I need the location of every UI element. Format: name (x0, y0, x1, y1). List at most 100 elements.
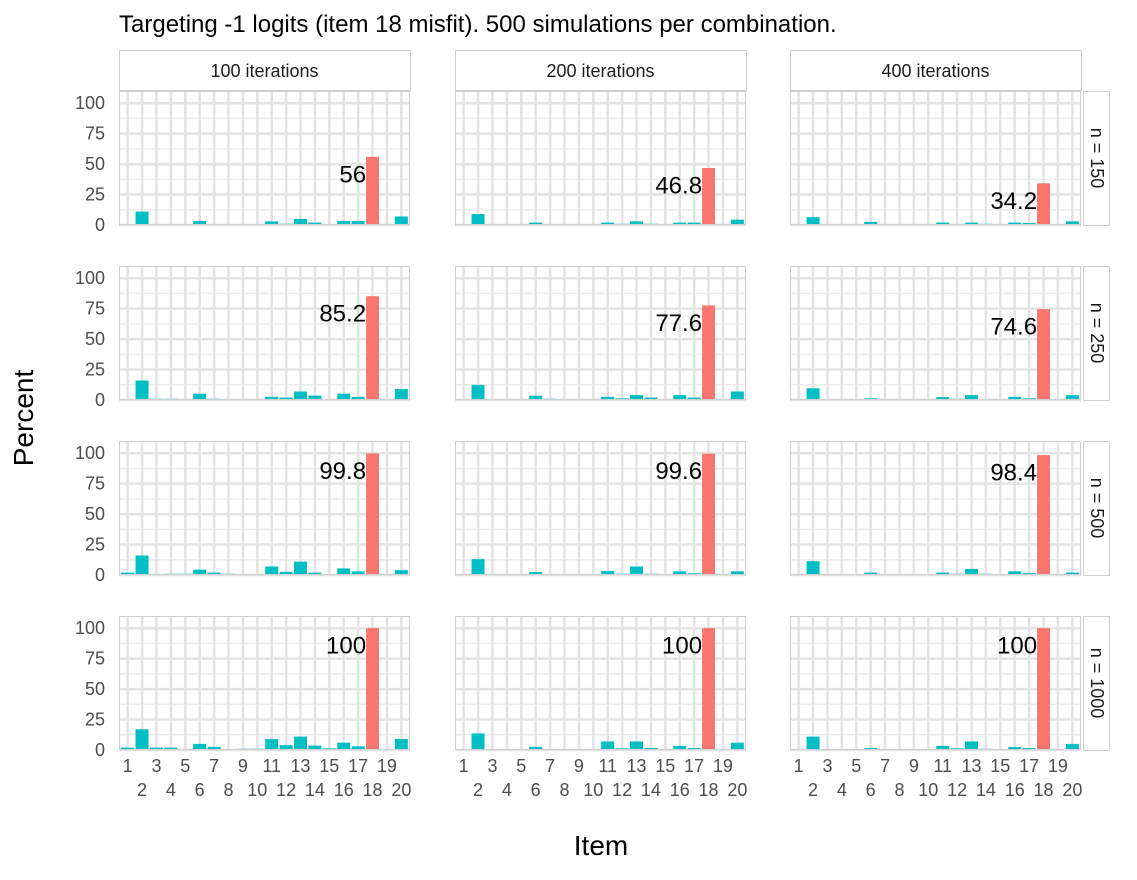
x-tick-label: 10 (583, 780, 603, 800)
bar-item-18 (1037, 309, 1050, 400)
x-tick-label: 7 (209, 756, 219, 776)
x-tick-label: 6 (195, 780, 205, 800)
bar-value-label: 100 (326, 633, 366, 660)
x-tick-label: 6 (866, 780, 876, 800)
x-tick-label: 12 (276, 780, 296, 800)
x-tick-label: 8 (223, 780, 233, 800)
x-tick-label: 10 (918, 780, 938, 800)
bar-item-18 (702, 305, 715, 400)
row-strip-label: n = 500 (1087, 478, 1107, 539)
panel-border (456, 92, 746, 225)
y-tick-label: 25 (85, 710, 105, 730)
x-tick-label: 11 (262, 756, 281, 776)
x-tick-label: 13 (961, 756, 981, 776)
y-axis-label: Percent (8, 370, 39, 467)
x-tick-label: 11 (933, 756, 952, 776)
y-tick-label: 25 (85, 360, 105, 380)
facet-panel: 46.8 (455, 91, 746, 225)
row-strip-label: n = 250 (1087, 303, 1107, 364)
x-tick-label: 19 (1048, 756, 1068, 776)
x-tick-label: 5 (851, 756, 861, 776)
col-strip-label: 200 iterations (546, 61, 654, 81)
bar-item-20 (731, 391, 744, 400)
facet-panel: 34.2 (790, 91, 1081, 225)
bar-item-2 (136, 556, 149, 575)
x-tick-label: 15 (319, 756, 339, 776)
x-tick-label: 8 (559, 780, 569, 800)
bar-item-13 (965, 741, 978, 750)
chart-title: Targeting -1 logits (item 18 misfit). 50… (119, 11, 837, 38)
bar-item-11 (265, 739, 278, 750)
y-tick-label: 75 (85, 474, 105, 494)
bar-item-2 (472, 559, 485, 575)
bar-item-13 (294, 562, 307, 575)
bar-item-2 (807, 737, 820, 750)
x-tick-label: 9 (909, 756, 919, 776)
y-tick-label: 75 (85, 299, 105, 319)
x-tick-label: 11 (598, 756, 617, 776)
x-tick-label: 3 (151, 756, 161, 776)
x-tick-label: 6 (531, 780, 541, 800)
x-tick-label: 2 (808, 780, 818, 800)
x-tick-label: 15 (655, 756, 675, 776)
bar-value-label: 98.4 (990, 460, 1037, 487)
panel-border (120, 267, 410, 400)
y-tick-label: 100 (75, 618, 105, 638)
x-tick-label: 9 (238, 756, 248, 776)
y-tick-label: 50 (85, 679, 105, 699)
bar-item-18 (1037, 628, 1050, 750)
x-tick-label: 13 (290, 756, 310, 776)
facet-panel: 99.6 (455, 441, 746, 575)
x-tick-label: 16 (670, 780, 690, 800)
bar-item-18 (1037, 455, 1050, 575)
bar-item-18 (366, 628, 379, 750)
bar-value-label: 74.6 (990, 314, 1037, 341)
bar-item-18 (1037, 183, 1050, 225)
bar-item-11 (601, 741, 614, 750)
bar-item-18 (366, 296, 379, 400)
facet-panel: 77.6 (455, 266, 746, 400)
bar-item-18 (702, 454, 715, 575)
y-tick-label: 25 (85, 535, 105, 555)
bar-item-13 (630, 741, 643, 750)
bar-item-2 (136, 212, 149, 225)
x-tick-label: 5 (516, 756, 526, 776)
bar-item-20 (395, 216, 408, 225)
x-tick-label: 20 (1062, 780, 1082, 800)
x-tick-label: 1 (123, 756, 133, 776)
bar-item-18 (702, 168, 715, 225)
bar-item-20 (395, 739, 408, 750)
y-tick-label: 100 (75, 268, 105, 288)
x-axis-label: Item (574, 830, 628, 861)
x-tick-label: 19 (377, 756, 397, 776)
bar-value-label: 46.8 (655, 172, 702, 199)
x-tick-label: 18 (699, 780, 719, 800)
x-tick-label: 12 (612, 780, 632, 800)
bar-item-2 (472, 214, 485, 225)
x-tick-label: 4 (502, 780, 512, 800)
x-tick-label: 7 (545, 756, 555, 776)
bar-value-label: 100 (997, 633, 1037, 660)
bar-item-18 (366, 453, 379, 575)
bar-item-2 (807, 217, 820, 225)
bar-item-2 (472, 385, 485, 400)
y-tick-label: 100 (75, 93, 105, 113)
x-tick-label: 3 (822, 756, 832, 776)
y-tick-label: 75 (85, 124, 105, 144)
x-tick-label: 5 (180, 756, 190, 776)
bar-item-2 (807, 388, 820, 400)
x-tick-label: 10 (247, 780, 267, 800)
x-tick-label: 1 (459, 756, 469, 776)
bar-value-label: 99.8 (319, 458, 366, 485)
x-tick-label: 16 (1005, 780, 1025, 800)
bar-item-2 (807, 561, 820, 575)
x-tick-label: 2 (137, 780, 147, 800)
x-tick-label: 15 (990, 756, 1010, 776)
